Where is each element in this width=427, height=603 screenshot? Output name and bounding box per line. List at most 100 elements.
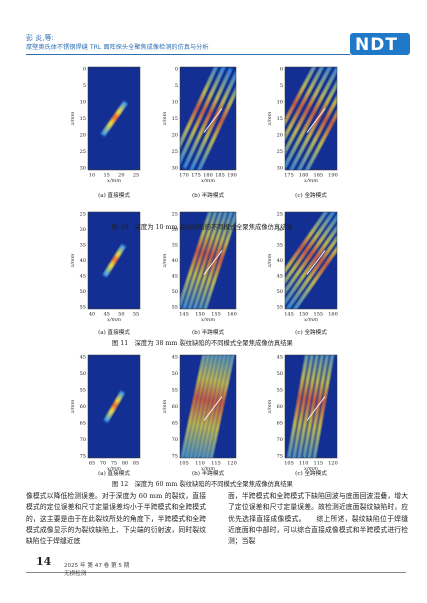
y-tick-label: 70 — [277, 437, 283, 443]
body-text-right: 面，半跨模式和全跨模式下缺陷回波与底面回波混叠，增大了定位误差和尺寸定量误差。故… — [228, 492, 408, 546]
y-tick-label: 20 — [172, 133, 178, 139]
panel-label: (a) 直接模式 — [98, 469, 130, 477]
x-tick-label: 15 — [103, 173, 109, 179]
y-tick-label: 30 — [277, 227, 283, 233]
echo-streak — [285, 215, 337, 309]
header-rule — [26, 54, 350, 55]
x-tick-label: 25 — [133, 173, 139, 179]
x-tick-label: 190 — [328, 173, 338, 179]
y-tick-label: 40 — [277, 258, 283, 264]
echo-streak — [202, 355, 233, 458]
echo-streak — [309, 355, 336, 458]
y-tick-label: 50 — [277, 289, 283, 295]
page-number: 14 — [36, 555, 52, 568]
y-tick-label: 5 — [83, 83, 86, 89]
x-tick-label: 10 — [89, 173, 95, 179]
echo-streak — [180, 212, 221, 309]
y-tick-label: 0 — [280, 67, 283, 73]
figure-11-caption: 图 11 深度为 38 mm 裂纹缺陷的不同模式全聚焦成像仿真结果 — [112, 340, 293, 347]
y-axis-label: z/mm — [70, 253, 76, 268]
echo-streak — [195, 73, 236, 170]
echo-streak — [199, 212, 236, 309]
y-tick-label: 55 — [277, 305, 283, 311]
echo-streak — [285, 67, 335, 169]
y-tick-label: 75 — [80, 454, 86, 460]
y-tick-label: 30 — [277, 166, 283, 172]
echo-streak — [285, 67, 322, 163]
x-tick-label: 115 — [314, 461, 324, 467]
y-tick-label: 65 — [277, 421, 283, 427]
x-tick-label: 105 — [284, 461, 294, 467]
echo-streak — [285, 212, 337, 305]
y-tick-label: 75 — [172, 454, 178, 460]
y-tick-label: 30 — [80, 227, 86, 233]
x-tick-label: 170 — [179, 173, 189, 179]
y-tick-label: 25 — [172, 149, 178, 155]
header-author: 彭 炎,等: — [26, 34, 54, 42]
x-tick-label: 40 — [89, 312, 95, 318]
echo-streak — [289, 222, 337, 309]
y-axis-label: z/mm — [267, 399, 273, 414]
x-axis-label: x/mm — [304, 178, 318, 184]
x-axis-label: x/mm — [107, 178, 121, 184]
crack-marker-line — [306, 396, 326, 421]
x-tick-label: 155 — [314, 312, 324, 318]
x-tick-label: 160 — [227, 312, 237, 318]
y-tick-label: 15 — [80, 116, 86, 122]
x-tick-label: 120 — [227, 461, 237, 467]
crack-marker-line — [203, 108, 223, 133]
y-tick-label: 50 — [277, 371, 283, 377]
x-tick-label: 190 — [227, 173, 237, 179]
echo-streak — [285, 219, 337, 309]
x-tick-label: 115 — [211, 461, 221, 467]
echo-streak — [103, 390, 125, 423]
echo-streak — [100, 100, 128, 137]
echo-streak — [184, 212, 226, 309]
panel-label: (b) 半跨模式 — [192, 469, 225, 477]
echo-streak — [190, 355, 221, 458]
y-tick-label: 10 — [277, 100, 283, 106]
y-tick-label: 35 — [172, 243, 178, 249]
y-tick-label: 45 — [80, 355, 86, 361]
x-tick-label: 150 — [299, 312, 309, 318]
y-tick-label: 10 — [80, 100, 86, 106]
y-tick-label: 60 — [172, 404, 178, 410]
y-tick-label: 0 — [175, 67, 178, 73]
x-axis-label: x/mm — [201, 317, 215, 323]
x-tick-label: 175 — [191, 173, 201, 179]
y-tick-label: 45 — [172, 355, 178, 361]
y-tick-label: 20 — [80, 133, 86, 139]
x-tick-label: 85 — [133, 461, 139, 467]
x-tick-label: 185 — [314, 173, 324, 179]
panel-label: (b) 半跨模式 — [192, 191, 225, 199]
echo-streak — [293, 71, 337, 170]
x-axis-label: x/mm — [304, 317, 318, 323]
panel-label: (b) 半跨模式 — [192, 328, 225, 336]
crack-marker-line — [203, 396, 223, 421]
y-tick-label: 65 — [172, 421, 178, 427]
y-tick-label: 50 — [172, 371, 178, 377]
echo-streak — [189, 70, 236, 170]
x-tick-label: 105 — [179, 461, 189, 467]
y-tick-label: 55 — [80, 388, 86, 394]
y-tick-label: 70 — [172, 437, 178, 443]
panel-label: (a) 直接模式 — [98, 328, 130, 336]
echo-streak — [290, 355, 317, 458]
x-axis-label: x/mm — [107, 466, 121, 472]
y-axis-label: z/mm — [162, 399, 168, 414]
x-tick-label: 20 — [118, 173, 124, 179]
y-tick-label: 55 — [80, 305, 86, 311]
x-axis-label: x/mm — [201, 178, 215, 184]
echo-streak — [180, 67, 227, 166]
x-tick-label: 55 — [133, 312, 139, 318]
crack-marker-line — [306, 108, 326, 133]
y-tick-label: 30 — [80, 166, 86, 172]
y-axis-label: z/mm — [70, 399, 76, 414]
echo-streak — [295, 355, 322, 458]
echo-streak — [285, 212, 332, 298]
panel-label: (c) 全跨模式 — [295, 191, 327, 199]
crack-marker-line — [203, 250, 223, 275]
